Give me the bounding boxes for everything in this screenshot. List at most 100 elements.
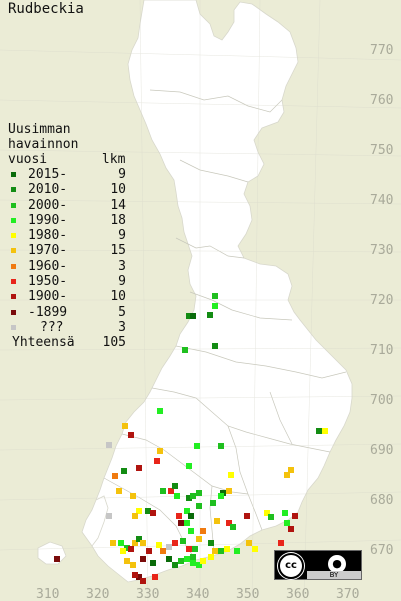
legend-count: 9 <box>118 167 126 182</box>
observation-marker <box>106 513 112 519</box>
observation-marker <box>132 513 138 519</box>
observation-marker <box>196 490 202 496</box>
x-tick-label: 340 <box>186 587 209 601</box>
x-tick-label: 350 <box>236 587 259 601</box>
license-by-label: BY <box>307 571 361 579</box>
observation-marker <box>130 493 136 499</box>
observation-marker <box>212 343 218 349</box>
observation-marker <box>172 562 178 568</box>
observation-marker <box>124 558 130 564</box>
y-tick-label: 740 <box>370 193 393 208</box>
legend-total-label: Yhteensä <box>12 335 75 351</box>
observation-marker <box>112 473 118 479</box>
observation-marker <box>132 540 138 546</box>
observation-marker <box>246 540 252 546</box>
observation-marker <box>188 513 194 519</box>
legend-label: 2015- <box>28 167 68 182</box>
observation-marker <box>124 545 130 551</box>
observation-marker <box>218 493 224 499</box>
legend-row: -1899 5 <box>8 304 126 320</box>
observation-marker <box>244 513 250 519</box>
legend-count: 14 <box>110 197 126 213</box>
observation-marker <box>118 540 124 546</box>
observation-marker <box>172 540 178 546</box>
y-tick-label: 750 <box>370 143 393 158</box>
legend-row: ??? 3 <box>8 319 126 335</box>
legend-label: 1970- <box>28 243 68 259</box>
legend-swatch <box>11 309 16 315</box>
observation-marker <box>140 556 146 562</box>
observation-marker <box>212 293 218 299</box>
observation-marker <box>140 540 146 546</box>
observation-marker <box>190 493 196 499</box>
y-tick-label: 700 <box>370 393 393 408</box>
observation-marker <box>166 556 172 562</box>
legend-count: 10 <box>110 182 126 198</box>
observation-marker <box>218 548 224 554</box>
legend-row: 2010- 10 <box>8 182 126 198</box>
map-title: Rudbeckia <box>8 1 84 17</box>
observation-marker <box>136 574 142 580</box>
legend-row: 1900- 10 <box>8 289 126 304</box>
observation-marker <box>208 540 214 546</box>
aland-islands <box>37 541 67 565</box>
observation-marker <box>218 443 224 449</box>
observation-marker <box>122 423 128 429</box>
x-tick-label: 360 <box>286 587 309 601</box>
legend-label: 2010- <box>28 182 68 198</box>
observation-marker <box>228 472 234 478</box>
observation-marker <box>186 313 192 319</box>
legend-count: 3 <box>118 319 126 335</box>
legend-total: Yhteensä 105 <box>8 335 126 351</box>
observation-marker <box>188 528 194 534</box>
legend-label: 1950- <box>28 274 68 290</box>
observation-marker <box>200 528 206 534</box>
creative-commons-icon: cc <box>278 553 304 579</box>
legend-swatch <box>11 187 16 193</box>
cc-by-license-badge[interactable]: cc ● BY <box>274 550 362 580</box>
observation-marker <box>316 428 322 434</box>
observation-marker <box>292 513 298 519</box>
observation-marker <box>178 520 184 526</box>
finland-land <box>89 0 353 583</box>
observation-marker <box>230 524 236 530</box>
observation-marker <box>252 546 258 552</box>
observation-marker <box>322 428 328 434</box>
observation-marker <box>288 467 294 473</box>
observation-marker <box>106 442 112 448</box>
legend-label: 1980- <box>28 228 68 244</box>
observation-marker <box>168 488 174 494</box>
legend-count: 18 <box>110 212 126 228</box>
observation-marker <box>150 560 156 566</box>
observation-marker <box>288 526 294 532</box>
observation-marker <box>194 443 200 449</box>
observation-marker <box>268 514 274 520</box>
observation-marker <box>136 465 142 471</box>
legend-row: 1980- 9 <box>8 228 126 244</box>
observation-marker <box>282 510 288 516</box>
legend: Uusimman havainnon vuosi lkm 2015- 9 2010-… <box>8 122 126 351</box>
x-tick-label: 320 <box>86 587 109 601</box>
legend-label: ??? <box>40 319 64 335</box>
observation-marker <box>128 432 134 438</box>
y-tick-label: 720 <box>370 293 393 308</box>
observation-marker <box>190 560 196 566</box>
legend-swatch <box>11 217 16 223</box>
observation-marker <box>157 448 163 454</box>
observation-marker <box>172 483 178 489</box>
observation-marker <box>192 546 198 552</box>
observation-marker <box>150 510 156 516</box>
legend-label: -1899 <box>28 304 68 320</box>
observation-marker <box>157 408 163 414</box>
observation-marker <box>160 548 166 554</box>
y-tick-label: 710 <box>370 343 393 358</box>
observation-marker <box>146 548 152 554</box>
observation-marker <box>178 558 184 564</box>
legend-total-count: 105 <box>102 335 126 351</box>
y-tick-label: 730 <box>370 243 393 258</box>
observation-marker <box>176 513 182 519</box>
y-tick-label: 770 <box>370 43 393 58</box>
legend-swatch <box>11 324 16 330</box>
observation-markers <box>54 293 328 584</box>
